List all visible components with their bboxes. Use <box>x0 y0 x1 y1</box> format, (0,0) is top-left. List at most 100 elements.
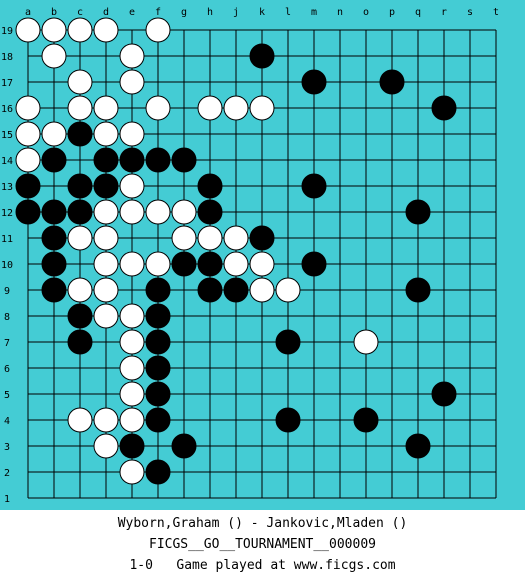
white-stone <box>41 17 67 43</box>
column-label: m <box>311 7 317 18</box>
row-label: 19 <box>1 26 13 37</box>
white-stone <box>145 95 171 121</box>
black-stone <box>431 381 457 407</box>
white-stone <box>67 225 93 251</box>
black-stone <box>197 199 223 225</box>
white-stone <box>119 69 145 95</box>
white-stone <box>93 17 119 43</box>
black-stone <box>145 407 171 433</box>
column-label: q <box>415 7 421 18</box>
black-stone <box>41 199 67 225</box>
column-label: t <box>493 7 499 18</box>
white-stone <box>67 69 93 95</box>
white-stone <box>93 95 119 121</box>
white-stone <box>15 95 41 121</box>
column-label: o <box>363 7 369 18</box>
black-stone <box>41 225 67 251</box>
white-stone <box>353 329 379 355</box>
white-stone <box>197 95 223 121</box>
black-stone <box>301 69 327 95</box>
black-stone <box>405 199 431 225</box>
white-stone <box>223 225 249 251</box>
white-stone <box>119 173 145 199</box>
white-stone <box>41 121 67 147</box>
black-stone <box>145 277 171 303</box>
column-label: h <box>207 7 213 18</box>
white-stone <box>41 43 67 69</box>
black-stone <box>275 329 301 355</box>
white-stone <box>119 199 145 225</box>
black-stone <box>67 121 93 147</box>
white-stone <box>93 121 119 147</box>
column-label: l <box>285 7 291 18</box>
white-stone <box>249 277 275 303</box>
black-stone <box>171 433 197 459</box>
white-stone <box>119 329 145 355</box>
white-stone <box>93 433 119 459</box>
black-stone <box>197 173 223 199</box>
row-label: 17 <box>1 78 13 89</box>
black-stone <box>145 147 171 173</box>
column-label: r <box>441 7 447 18</box>
white-stone <box>93 277 119 303</box>
row-label: 11 <box>1 234 13 245</box>
white-stone <box>93 407 119 433</box>
black-stone <box>379 69 405 95</box>
result-caption: 1-0 Game played at www.ficgs.com <box>129 558 396 573</box>
black-stone <box>67 173 93 199</box>
black-stone <box>405 433 431 459</box>
black-stone <box>41 277 67 303</box>
column-label: c <box>77 7 83 18</box>
black-stone <box>145 355 171 381</box>
white-stone <box>223 251 249 277</box>
row-label: 18 <box>1 52 13 63</box>
row-labels: 19 18 17 16 15 14 13 12 11 10 9 8 7 6 5 4 3 2 1 <box>1 26 13 505</box>
row-label: 13 <box>1 182 13 193</box>
row-label: 15 <box>1 130 13 141</box>
black-stone <box>301 251 327 277</box>
white-stone <box>119 355 145 381</box>
white-stone <box>15 121 41 147</box>
row-label: 10 <box>1 260 13 271</box>
white-stone <box>93 251 119 277</box>
black-stone <box>145 329 171 355</box>
black-stone <box>249 225 275 251</box>
black-stone <box>171 147 197 173</box>
row-label: 3 <box>4 442 10 453</box>
column-label: k <box>259 7 265 18</box>
black-stone <box>41 251 67 277</box>
white-stone <box>223 95 249 121</box>
white-stone <box>119 43 145 69</box>
white-stone <box>15 147 41 173</box>
row-label: 9 <box>4 286 10 297</box>
white-stone <box>119 407 145 433</box>
black-stone <box>197 277 223 303</box>
white-stone <box>249 95 275 121</box>
column-label: b <box>51 7 57 18</box>
black-stone <box>145 381 171 407</box>
white-stone <box>145 199 171 225</box>
black-stone <box>15 199 41 225</box>
column-label: j <box>233 7 239 18</box>
black-stone <box>249 43 275 69</box>
black-stone <box>119 147 145 173</box>
black-stone <box>67 199 93 225</box>
black-stone <box>41 147 67 173</box>
white-stone <box>171 225 197 251</box>
white-stone <box>15 17 41 43</box>
white-stone <box>145 251 171 277</box>
stones <box>15 17 457 485</box>
black-stone <box>431 95 457 121</box>
white-stone <box>249 251 275 277</box>
black-stone <box>223 277 249 303</box>
black-stone <box>93 173 119 199</box>
tournament-caption: FICGS__GO__TOURNAMENT__000009 <box>149 537 376 552</box>
row-label: 2 <box>4 468 10 479</box>
white-stone <box>119 381 145 407</box>
white-stone <box>93 225 119 251</box>
white-stone <box>67 277 93 303</box>
white-stone <box>67 17 93 43</box>
black-stone <box>353 407 379 433</box>
row-label: 16 <box>1 104 13 115</box>
